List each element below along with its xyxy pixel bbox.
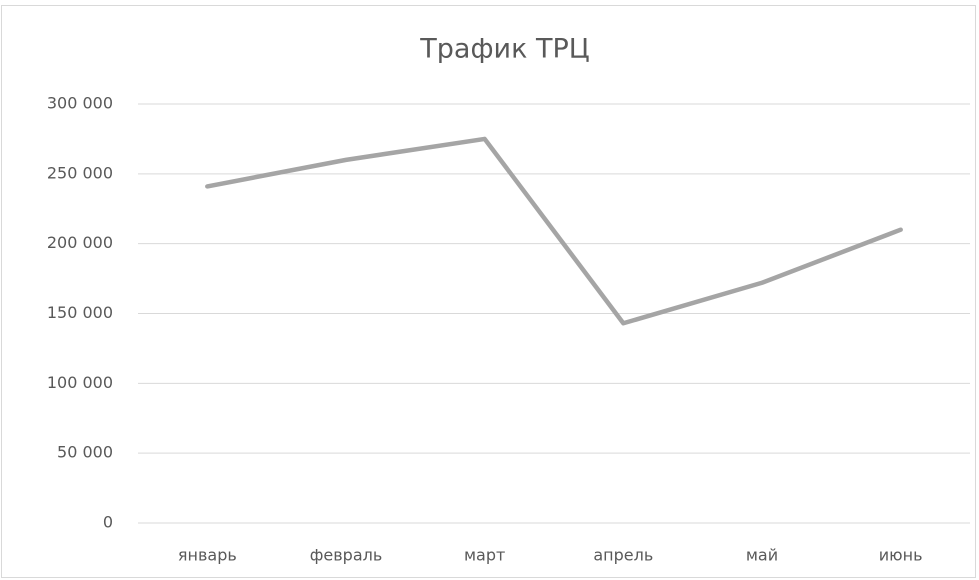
x-tick-label: март (464, 546, 505, 565)
x-tick-label: январь (178, 546, 237, 565)
chart-title: Трафик ТРЦ (419, 34, 589, 65)
x-tick-label: июнь (879, 546, 923, 565)
y-tick-label: 100 000 (47, 373, 113, 392)
x-tick-label: февраль (310, 546, 383, 565)
chart-border (1, 5, 976, 578)
y-tick-label: 250 000 (47, 163, 113, 182)
x-tick-label: май (746, 546, 778, 565)
y-tick-label: 50 000 (57, 443, 113, 462)
y-tick-label: 300 000 (47, 94, 113, 113)
y-tick-label: 0 (103, 513, 113, 532)
y-tick-label: 150 000 (47, 303, 113, 322)
line-series (205, 136, 903, 326)
x-tick-label: апрель (593, 546, 653, 565)
y-tick-label: 200 000 (47, 233, 113, 252)
